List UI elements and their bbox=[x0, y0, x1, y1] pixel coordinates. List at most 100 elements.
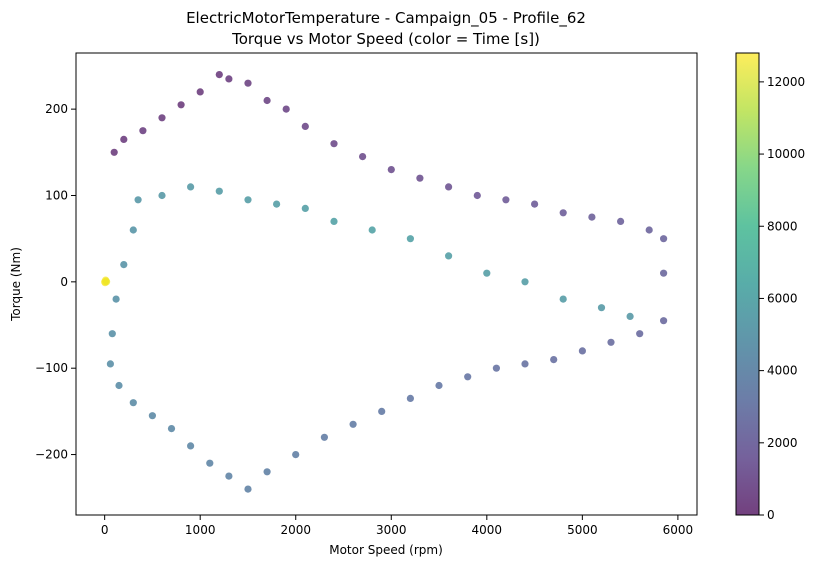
colorbar-tick-label: 10000 bbox=[767, 147, 805, 161]
data-point bbox=[445, 183, 453, 191]
data-point bbox=[244, 196, 252, 204]
data-point bbox=[282, 105, 290, 113]
data-point bbox=[120, 135, 128, 143]
data-point bbox=[550, 356, 558, 364]
data-point bbox=[607, 338, 615, 346]
data-point bbox=[330, 217, 338, 225]
data-point bbox=[158, 191, 166, 200]
data-point bbox=[215, 187, 223, 195]
data-point bbox=[320, 433, 328, 441]
colorbar-tick-label: 2000 bbox=[767, 436, 798, 450]
data-point bbox=[617, 217, 625, 225]
data-point bbox=[263, 468, 271, 476]
data-point bbox=[129, 226, 137, 234]
x-tick-label: 6000 bbox=[663, 523, 694, 537]
data-point bbox=[349, 420, 357, 428]
data-point bbox=[112, 295, 120, 303]
data-point bbox=[177, 101, 185, 109]
data-point bbox=[464, 373, 472, 381]
colorbar-frame bbox=[735, 52, 760, 516]
data-point bbox=[244, 79, 252, 87]
data-point bbox=[578, 347, 587, 355]
y-tick-label: 200 bbox=[45, 102, 68, 116]
data-point bbox=[359, 153, 367, 161]
colorbar-tick-label: 12000 bbox=[767, 75, 805, 89]
data-point bbox=[263, 96, 271, 105]
data-point bbox=[636, 330, 644, 338]
data-point bbox=[368, 226, 376, 234]
data-point bbox=[301, 204, 309, 212]
data-point bbox=[521, 360, 529, 368]
data-point bbox=[115, 381, 123, 390]
data-point bbox=[588, 213, 596, 221]
data-point bbox=[206, 459, 214, 467]
data-point bbox=[215, 71, 223, 79]
colorbar-gradient bbox=[736, 53, 759, 515]
y-tick-label: 0 bbox=[60, 275, 68, 289]
x-tick-label: 5000 bbox=[567, 523, 598, 537]
data-point bbox=[660, 235, 668, 243]
data-point bbox=[445, 252, 453, 260]
data-point bbox=[473, 191, 481, 200]
x-axis: 0 1000 2000 3000 4000 5000 6000 bbox=[101, 515, 693, 537]
y-tick-label: 100 bbox=[45, 188, 68, 202]
data-point bbox=[244, 485, 252, 493]
data-point bbox=[330, 140, 338, 148]
colorbar-tick-label: 6000 bbox=[767, 291, 798, 305]
data-point bbox=[387, 166, 395, 174]
colorbar-tick-label: 8000 bbox=[767, 219, 798, 233]
data-point bbox=[139, 127, 147, 135]
x-tick-label: 3000 bbox=[376, 523, 407, 537]
data-point bbox=[103, 278, 111, 286]
data-point bbox=[196, 88, 204, 96]
data-point bbox=[225, 75, 233, 83]
data-point bbox=[435, 381, 443, 390]
data-point bbox=[292, 451, 300, 459]
data-point bbox=[129, 399, 137, 407]
scatter-points bbox=[101, 71, 668, 493]
data-point bbox=[120, 261, 128, 269]
chart-subtitle: Torque vs Motor Speed (color = Time [s]) bbox=[231, 30, 540, 48]
data-point bbox=[406, 235, 414, 243]
colorbar: 0 2000 4000 6000 8000 10000 12000 bbox=[735, 52, 805, 522]
y-tick-label: −100 bbox=[35, 361, 68, 375]
data-point bbox=[660, 269, 668, 277]
x-axis-label: Motor Speed (rpm) bbox=[329, 543, 443, 557]
data-point bbox=[559, 295, 567, 303]
colorbar-tick-label: 0 bbox=[767, 508, 775, 522]
data-point bbox=[148, 412, 156, 420]
data-point bbox=[273, 200, 281, 208]
data-point bbox=[492, 364, 500, 372]
data-point bbox=[531, 200, 539, 208]
data-point bbox=[502, 196, 510, 204]
x-tick-label: 4000 bbox=[472, 523, 503, 537]
data-point bbox=[110, 148, 118, 156]
y-tick-label: −200 bbox=[35, 448, 68, 462]
data-point bbox=[626, 312, 634, 320]
y-axis-label: Torque (Nm) bbox=[9, 247, 23, 322]
data-point bbox=[158, 114, 166, 122]
data-point bbox=[483, 269, 491, 277]
data-point bbox=[521, 278, 529, 286]
data-point bbox=[597, 304, 606, 312]
data-point bbox=[187, 183, 195, 191]
data-point bbox=[645, 226, 653, 234]
x-tick-label: 2000 bbox=[280, 523, 311, 537]
data-point bbox=[416, 174, 424, 182]
data-point bbox=[406, 394, 414, 402]
y-axis: −200 −100 0 100 200 bbox=[35, 102, 76, 462]
data-point bbox=[187, 442, 195, 450]
data-point bbox=[660, 317, 668, 325]
data-point bbox=[559, 209, 567, 217]
data-point bbox=[106, 360, 114, 368]
colorbar-tick-label: 4000 bbox=[767, 364, 798, 378]
data-point bbox=[225, 472, 233, 480]
data-point bbox=[108, 330, 116, 338]
data-point bbox=[378, 407, 386, 415]
data-point bbox=[301, 122, 309, 130]
x-tick-label: 0 bbox=[101, 523, 109, 537]
data-point bbox=[134, 196, 142, 204]
plot-frame bbox=[75, 52, 698, 516]
data-point bbox=[167, 425, 176, 433]
